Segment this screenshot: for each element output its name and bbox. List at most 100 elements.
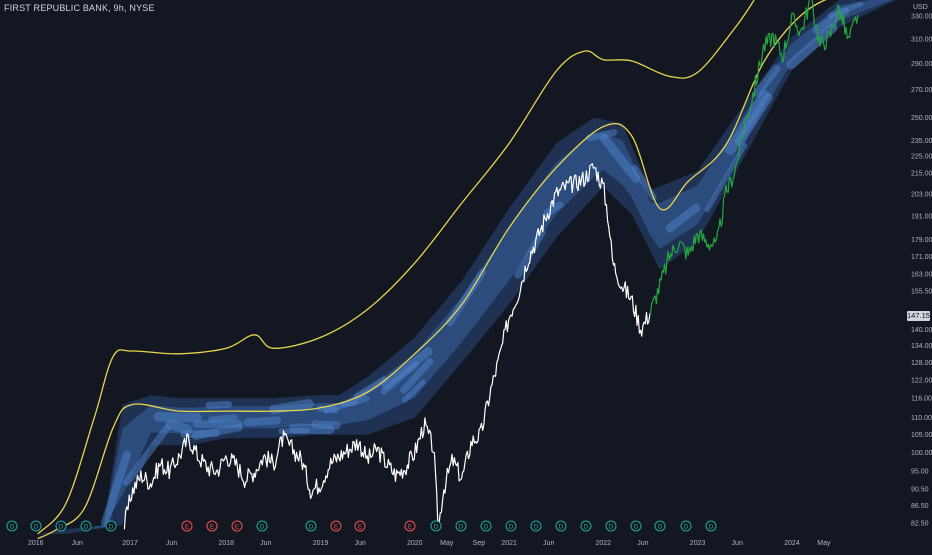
marker-label: D	[534, 524, 539, 531]
price-axis-label: 140.00	[911, 327, 932, 334]
time-axis-label: 2023	[690, 540, 706, 547]
dividend-marker: D	[655, 521, 665, 531]
price-axis-label: 215.00	[911, 170, 932, 177]
price-axis-label: 100.00	[911, 450, 932, 457]
time-axis-label: May	[440, 540, 454, 547]
marker-label: D	[484, 524, 489, 531]
marker-label: D	[109, 524, 114, 531]
dividend-marker: D	[257, 521, 267, 531]
band-stroke	[158, 417, 197, 418]
band-stroke	[209, 404, 229, 405]
price-axis-label: 110.00	[911, 415, 932, 422]
price-axis-label: 128.00	[911, 360, 932, 367]
marker-label: E	[185, 524, 190, 531]
marker-label: D	[59, 524, 64, 531]
dividend-marker: D	[706, 521, 716, 531]
dividend-marker: D	[631, 521, 641, 531]
band-stroke	[343, 403, 355, 404]
price-axis-label: 82.50	[911, 520, 929, 527]
marker-label: D	[559, 524, 564, 531]
price-axis: USD 330.00 310.00 290.00 270.00 250.00 235.00 2…	[911, 4, 932, 527]
time-axis-label: Jun	[72, 540, 83, 547]
dividend-marker: D	[106, 521, 116, 531]
marker-label: E	[210, 524, 215, 531]
time-axis-label: 2019	[313, 540, 329, 547]
marker-label: E	[235, 524, 240, 531]
marker-label: D	[84, 524, 89, 531]
marker-label: D	[10, 524, 15, 531]
time-axis-label: 2024	[784, 540, 800, 547]
time-axis-label: 2017	[122, 540, 138, 547]
marker-label: D	[434, 524, 439, 531]
dividend-marker: D	[606, 521, 616, 531]
price-axis-label: 122.00	[911, 377, 932, 384]
price-axis-label: 270.00	[911, 87, 932, 94]
price-axis-label: 330.00	[911, 14, 932, 21]
band-stroke	[294, 428, 330, 429]
marker-label: D	[609, 524, 614, 531]
price-axis-label: 95.00	[911, 469, 929, 476]
dividend-marker: D	[581, 521, 591, 531]
marker-label: E	[334, 524, 339, 531]
channel-outer-lower	[38, 0, 886, 539]
price-axis-label: 225.00	[911, 154, 932, 161]
dividend-marker: D	[481, 521, 491, 531]
dividend-marker: D	[31, 521, 41, 531]
price-axis-label: 191.00	[911, 214, 932, 221]
band-stroke	[248, 420, 278, 422]
price-axis-label: 290.00	[911, 61, 932, 68]
price-axis-currency: USD	[913, 4, 928, 11]
marker-label: E	[408, 524, 413, 531]
earnings-marker: E	[207, 521, 217, 531]
time-axis-label: 2018	[219, 540, 235, 547]
price-axis-label: 310.00	[911, 37, 932, 44]
dividend-marker: D	[531, 521, 541, 531]
marker-label: D	[309, 524, 314, 531]
price-axis-label: 105.00	[911, 432, 932, 439]
price-axis-label: 171.00	[911, 254, 932, 261]
dividend-marker: D	[456, 521, 466, 531]
marker-label: D	[260, 524, 265, 531]
dividend-marker: D	[556, 521, 566, 531]
time-axis-label: 2021	[501, 540, 517, 547]
time-axis-label: Jun	[354, 540, 365, 547]
band-stroke	[197, 424, 239, 425]
price-axis-label: 134.00	[911, 343, 932, 350]
earnings-marker: E	[182, 521, 192, 531]
price-axis-label: 179.00	[911, 237, 932, 244]
price-axis-label: 86.50	[911, 503, 929, 510]
dividend-marker: D	[431, 521, 441, 531]
dividend-marker: D	[306, 521, 316, 531]
time-axis-label: Jun	[637, 540, 648, 547]
band-core	[94, 0, 895, 529]
band-stroke	[184, 433, 216, 434]
dividend-marker: D	[56, 521, 66, 531]
time-axis-label: 2022	[596, 540, 612, 547]
marker-label: D	[34, 524, 39, 531]
marker-label: D	[634, 524, 639, 531]
time-axis-label: Jun	[166, 540, 177, 547]
band-stroke	[211, 417, 235, 419]
marker-label: D	[684, 524, 689, 531]
marker-label: D	[658, 524, 663, 531]
symbol-title: FIRST REPUBLIC BANK, 9h, NYSE	[4, 3, 155, 13]
marker-label: D	[459, 524, 464, 531]
band-stroke	[274, 404, 309, 410]
time-axis-label: 2016	[28, 540, 44, 547]
price-axis-label: 250.00	[911, 115, 932, 122]
price-axis-label: 203.00	[911, 191, 932, 198]
band-stroke	[170, 425, 187, 430]
price-axis-label: 90.50	[911, 486, 929, 493]
earnings-marker: E	[405, 521, 415, 531]
earnings-marker: E	[331, 521, 341, 531]
price-projection-line	[651, 0, 858, 314]
time-axis-label: Sep	[473, 540, 486, 547]
marker-label: D	[509, 524, 514, 531]
dividend-marker: D	[681, 521, 691, 531]
marker-label: D	[584, 524, 589, 531]
price-axis-label: 235.00	[911, 138, 932, 145]
time-axis-label: Jun	[543, 540, 554, 547]
marker-label: D	[709, 524, 714, 531]
